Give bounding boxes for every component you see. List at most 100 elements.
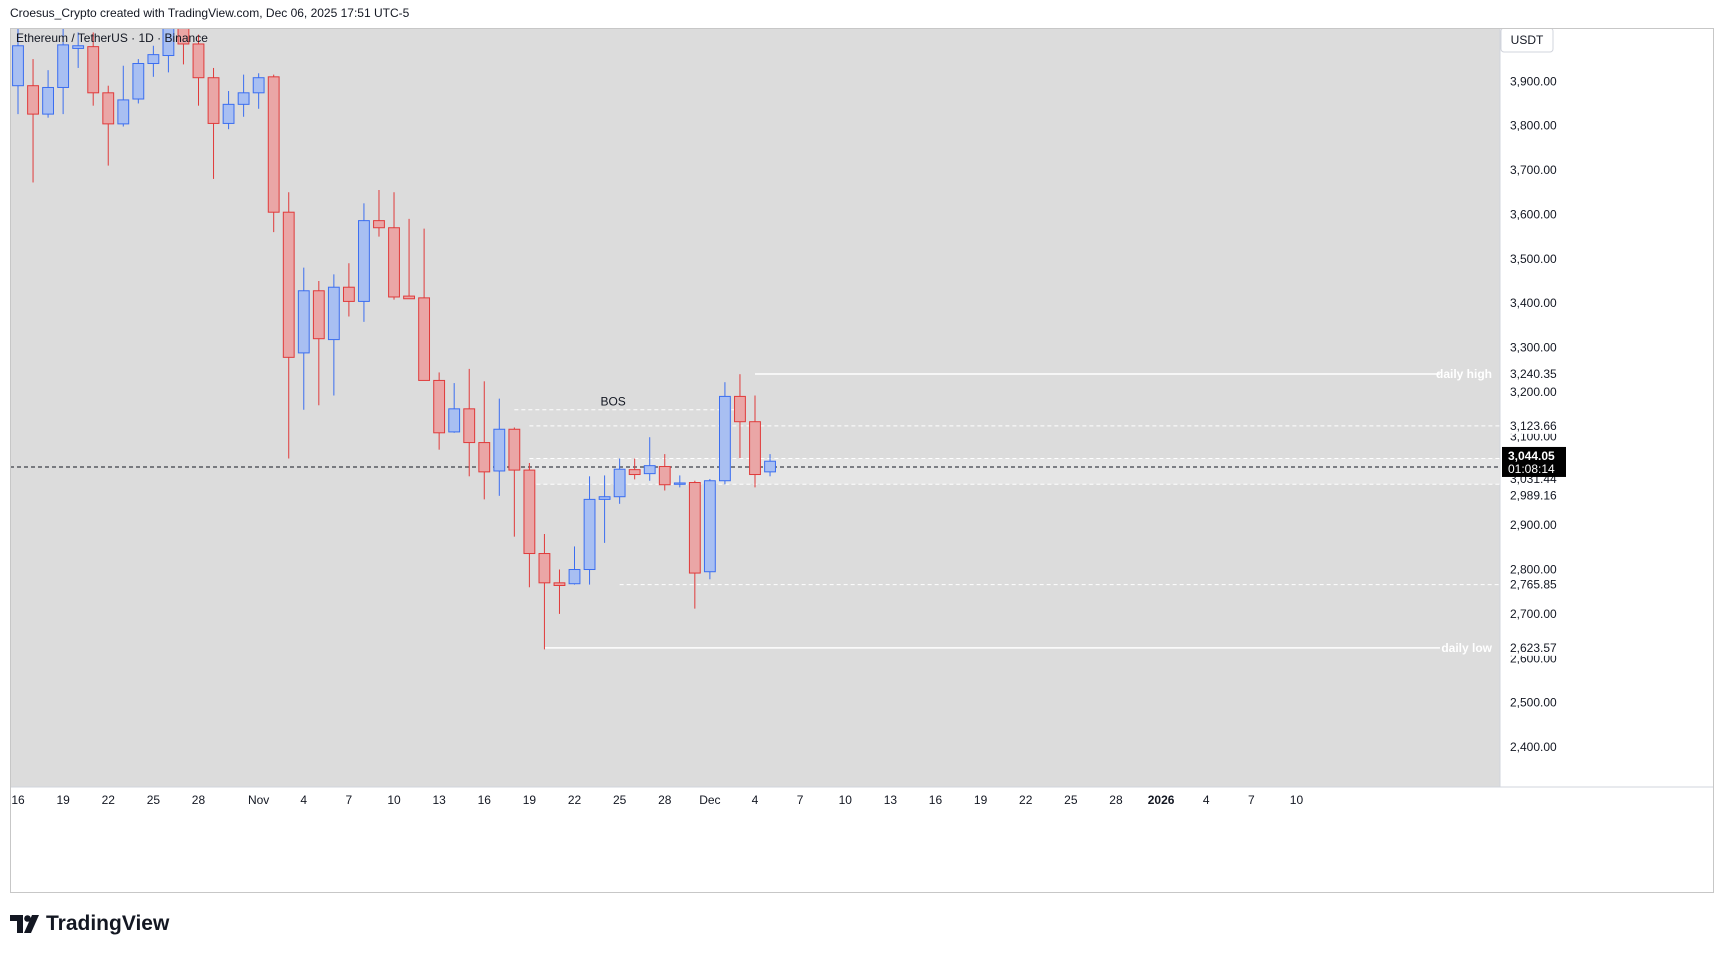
candle[interactable] <box>719 382 731 485</box>
candle[interactable] <box>42 70 54 118</box>
candle-body <box>132 63 145 100</box>
candle-body <box>117 99 130 125</box>
daily-low-price-tag: 2,623.57 <box>1504 639 1564 656</box>
candle-body <box>418 297 431 381</box>
candle[interactable] <box>72 32 85 68</box>
candle-body <box>358 220 370 302</box>
date-tick-label: 25 <box>1064 793 1078 807</box>
candle[interactable] <box>658 454 671 491</box>
candle[interactable] <box>568 546 581 585</box>
candle[interactable] <box>764 454 776 477</box>
candle[interactable] <box>478 381 491 500</box>
candle-body <box>478 442 491 473</box>
candle[interactable] <box>463 368 476 477</box>
candle[interactable] <box>267 74 280 233</box>
bos-label: BOS <box>600 395 625 409</box>
candle[interactable] <box>673 475 686 488</box>
currency-button[interactable]: USDT <box>1500 28 1554 53</box>
candle[interactable] <box>12 28 24 115</box>
date-tick-label: 4 <box>300 793 307 807</box>
candle[interactable] <box>508 427 521 537</box>
candle[interactable] <box>177 28 190 65</box>
candle[interactable] <box>342 263 355 317</box>
candle[interactable] <box>237 74 250 117</box>
candle[interactable] <box>688 480 701 609</box>
symbol-title: Ethereum / TetherUS · 1D · Binance <box>16 31 208 45</box>
candle[interactable] <box>222 91 235 130</box>
candle-body <box>267 76 280 213</box>
level-2765-price-tag: 2,765.85 <box>1504 576 1564 593</box>
candle[interactable] <box>553 569 566 614</box>
candle[interactable] <box>147 45 160 77</box>
price-tick-label: 2,700.00 <box>1510 607 1557 621</box>
candle[interactable] <box>207 67 220 179</box>
tradingview-brand: TradingView <box>46 912 170 935</box>
candle[interactable] <box>87 32 100 106</box>
candle[interactable] <box>493 398 506 496</box>
candle[interactable] <box>448 383 461 433</box>
candle[interactable] <box>252 73 265 109</box>
candle[interactable] <box>358 203 370 322</box>
candle[interactable] <box>373 190 385 237</box>
candle[interactable] <box>734 374 746 459</box>
candle[interactable] <box>433 372 446 450</box>
candle[interactable] <box>598 475 611 543</box>
candle-body <box>583 498 596 571</box>
candle[interactable] <box>643 437 656 481</box>
level-3123-price-tag: 3,123.66 <box>1504 417 1564 434</box>
candle[interactable] <box>102 85 115 166</box>
candle[interactable] <box>327 274 340 396</box>
daily-high-label: daily high <box>1436 367 1492 381</box>
candle[interactable] <box>192 34 205 106</box>
candle-body <box>57 44 70 88</box>
candle[interactable] <box>538 534 551 650</box>
candle[interactable] <box>628 458 641 480</box>
level-2765-price-tag-box <box>1504 576 1564 593</box>
candle[interactable] <box>312 281 325 406</box>
candle[interactable] <box>613 458 626 504</box>
currency-button-label: USDT <box>1511 33 1544 47</box>
candle-body <box>388 227 400 298</box>
candle[interactable] <box>132 59 145 104</box>
candle[interactable] <box>57 28 70 115</box>
chart-caption: Croesus_Crypto created with TradingView.… <box>10 6 410 20</box>
candle-body <box>192 43 205 79</box>
candle-body <box>222 103 235 124</box>
candle[interactable] <box>749 395 761 488</box>
date-tick-label: 22 <box>568 793 582 807</box>
date-tick-label: 16 <box>478 793 492 807</box>
date-tick-label: 19 <box>523 793 537 807</box>
daily-high-price-tag-text: 3,240.35 <box>1510 367 1557 381</box>
date-tick-label: 7 <box>346 793 353 807</box>
level-3123-price-tag-box <box>1504 417 1564 434</box>
candle[interactable] <box>162 28 175 73</box>
date-tick-label: 28 <box>1109 793 1123 807</box>
level-2989-price-tag-box <box>1504 487 1564 504</box>
candle[interactable] <box>703 478 716 580</box>
price-tick-label: 3,800.00 <box>1510 119 1557 133</box>
candle-body <box>508 428 521 471</box>
candle-body <box>628 469 641 476</box>
date-tick-label: 16 <box>929 793 943 807</box>
candle[interactable] <box>282 192 295 459</box>
candle[interactable] <box>403 218 415 300</box>
candle[interactable] <box>117 65 130 127</box>
candle-body <box>568 569 581 585</box>
candle-body <box>87 46 100 94</box>
candle[interactable] <box>583 476 596 585</box>
price-tick-label: 3,500.00 <box>1510 252 1557 266</box>
candle[interactable] <box>388 192 400 300</box>
candle[interactable] <box>523 462 536 588</box>
price-chart[interactable]: daily high daily low BOS 3,900.00 3,800.00 3… <box>10 28 1714 893</box>
candle-body <box>42 86 54 115</box>
candle-body <box>719 395 731 482</box>
candle[interactable] <box>297 267 310 410</box>
date-tick-label: 10 <box>1290 793 1304 807</box>
date-tick-label: 19 <box>974 793 988 807</box>
tradingview-logo[interactable]: TradingView <box>10 912 169 936</box>
candle[interactable] <box>27 59 39 183</box>
candle-body <box>297 290 310 354</box>
candle-body <box>734 395 746 423</box>
candle[interactable] <box>418 228 431 381</box>
